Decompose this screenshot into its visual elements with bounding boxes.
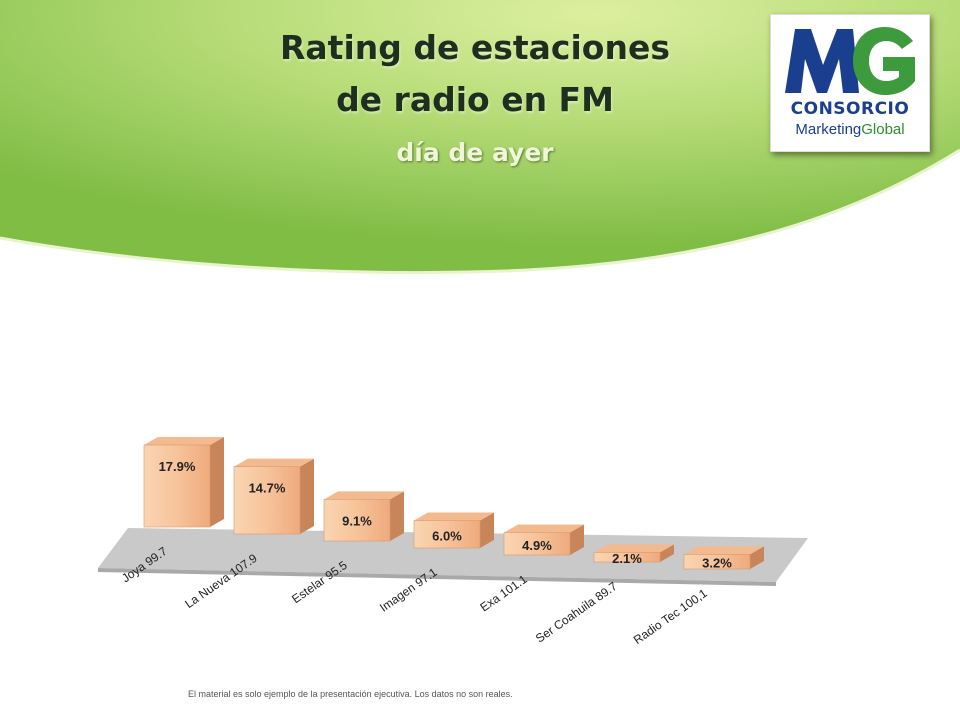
x-tick-label: Radio Tec 100,1 xyxy=(631,586,710,647)
data-label: 6.0% xyxy=(432,528,462,543)
bar-top xyxy=(504,524,584,533)
bar-front xyxy=(323,499,391,542)
x-tick-label: Ser Coahuila 89.7 xyxy=(533,579,620,646)
logo-line-2-b: Global xyxy=(861,121,905,138)
title-line-1: Rating de estaciones xyxy=(280,28,670,67)
bar-6: 2.1% xyxy=(593,544,674,566)
data-label: 2.1% xyxy=(612,551,642,566)
footnote: El material es solo ejemplo de la presen… xyxy=(188,689,513,699)
bar-front xyxy=(503,532,571,556)
data-label: 3.2% xyxy=(702,556,732,571)
logo-line-2-a: Marketing xyxy=(795,121,862,138)
bar-side xyxy=(660,544,674,562)
bar-top xyxy=(324,491,404,500)
bar-front xyxy=(413,520,481,549)
bar-top xyxy=(684,546,764,555)
data-label: 4.9% xyxy=(522,538,552,553)
bar-top xyxy=(144,437,224,445)
bar-side xyxy=(570,524,584,555)
logo-line-2: MarketingGlobal xyxy=(771,121,929,138)
bar-front xyxy=(143,444,211,528)
bar-side xyxy=(480,512,494,548)
bar-group: 17.9% 14.7% 9.1% 6.0% 4.9% 2.1% 3.2% xyxy=(143,437,764,571)
bar-side xyxy=(390,491,404,541)
bar-side xyxy=(750,546,764,569)
data-label: 14.7% xyxy=(249,481,286,496)
subtitle: día de ayer xyxy=(396,138,554,167)
data-label: 9.1% xyxy=(342,513,372,528)
bar-front xyxy=(683,554,751,570)
chart-floor xyxy=(98,528,808,582)
company-logo: CONSORCIO MarketingGlobal xyxy=(770,14,930,152)
bar-side xyxy=(210,437,224,527)
bar-3: 9.1% xyxy=(323,491,404,542)
bar-front xyxy=(233,466,301,535)
chart-floor-edge xyxy=(98,568,776,586)
bar-1: 17.9% xyxy=(143,437,224,528)
bar-top xyxy=(594,544,674,553)
data-label: 17.9% xyxy=(159,459,196,474)
mg-logo-mark xyxy=(785,27,915,95)
bar-2: 14.7% xyxy=(233,458,314,535)
bar-side xyxy=(300,458,314,534)
bar-top xyxy=(414,512,494,521)
bar-5: 4.9% xyxy=(503,524,584,556)
bar-7: 3.2% xyxy=(683,546,764,571)
bar-top xyxy=(234,458,314,467)
bar-front xyxy=(593,552,661,563)
logo-line-1: CONSORCIO xyxy=(790,99,910,119)
bar-4: 6.0% xyxy=(413,512,494,549)
title-line-2: de radio en FM xyxy=(336,80,614,119)
